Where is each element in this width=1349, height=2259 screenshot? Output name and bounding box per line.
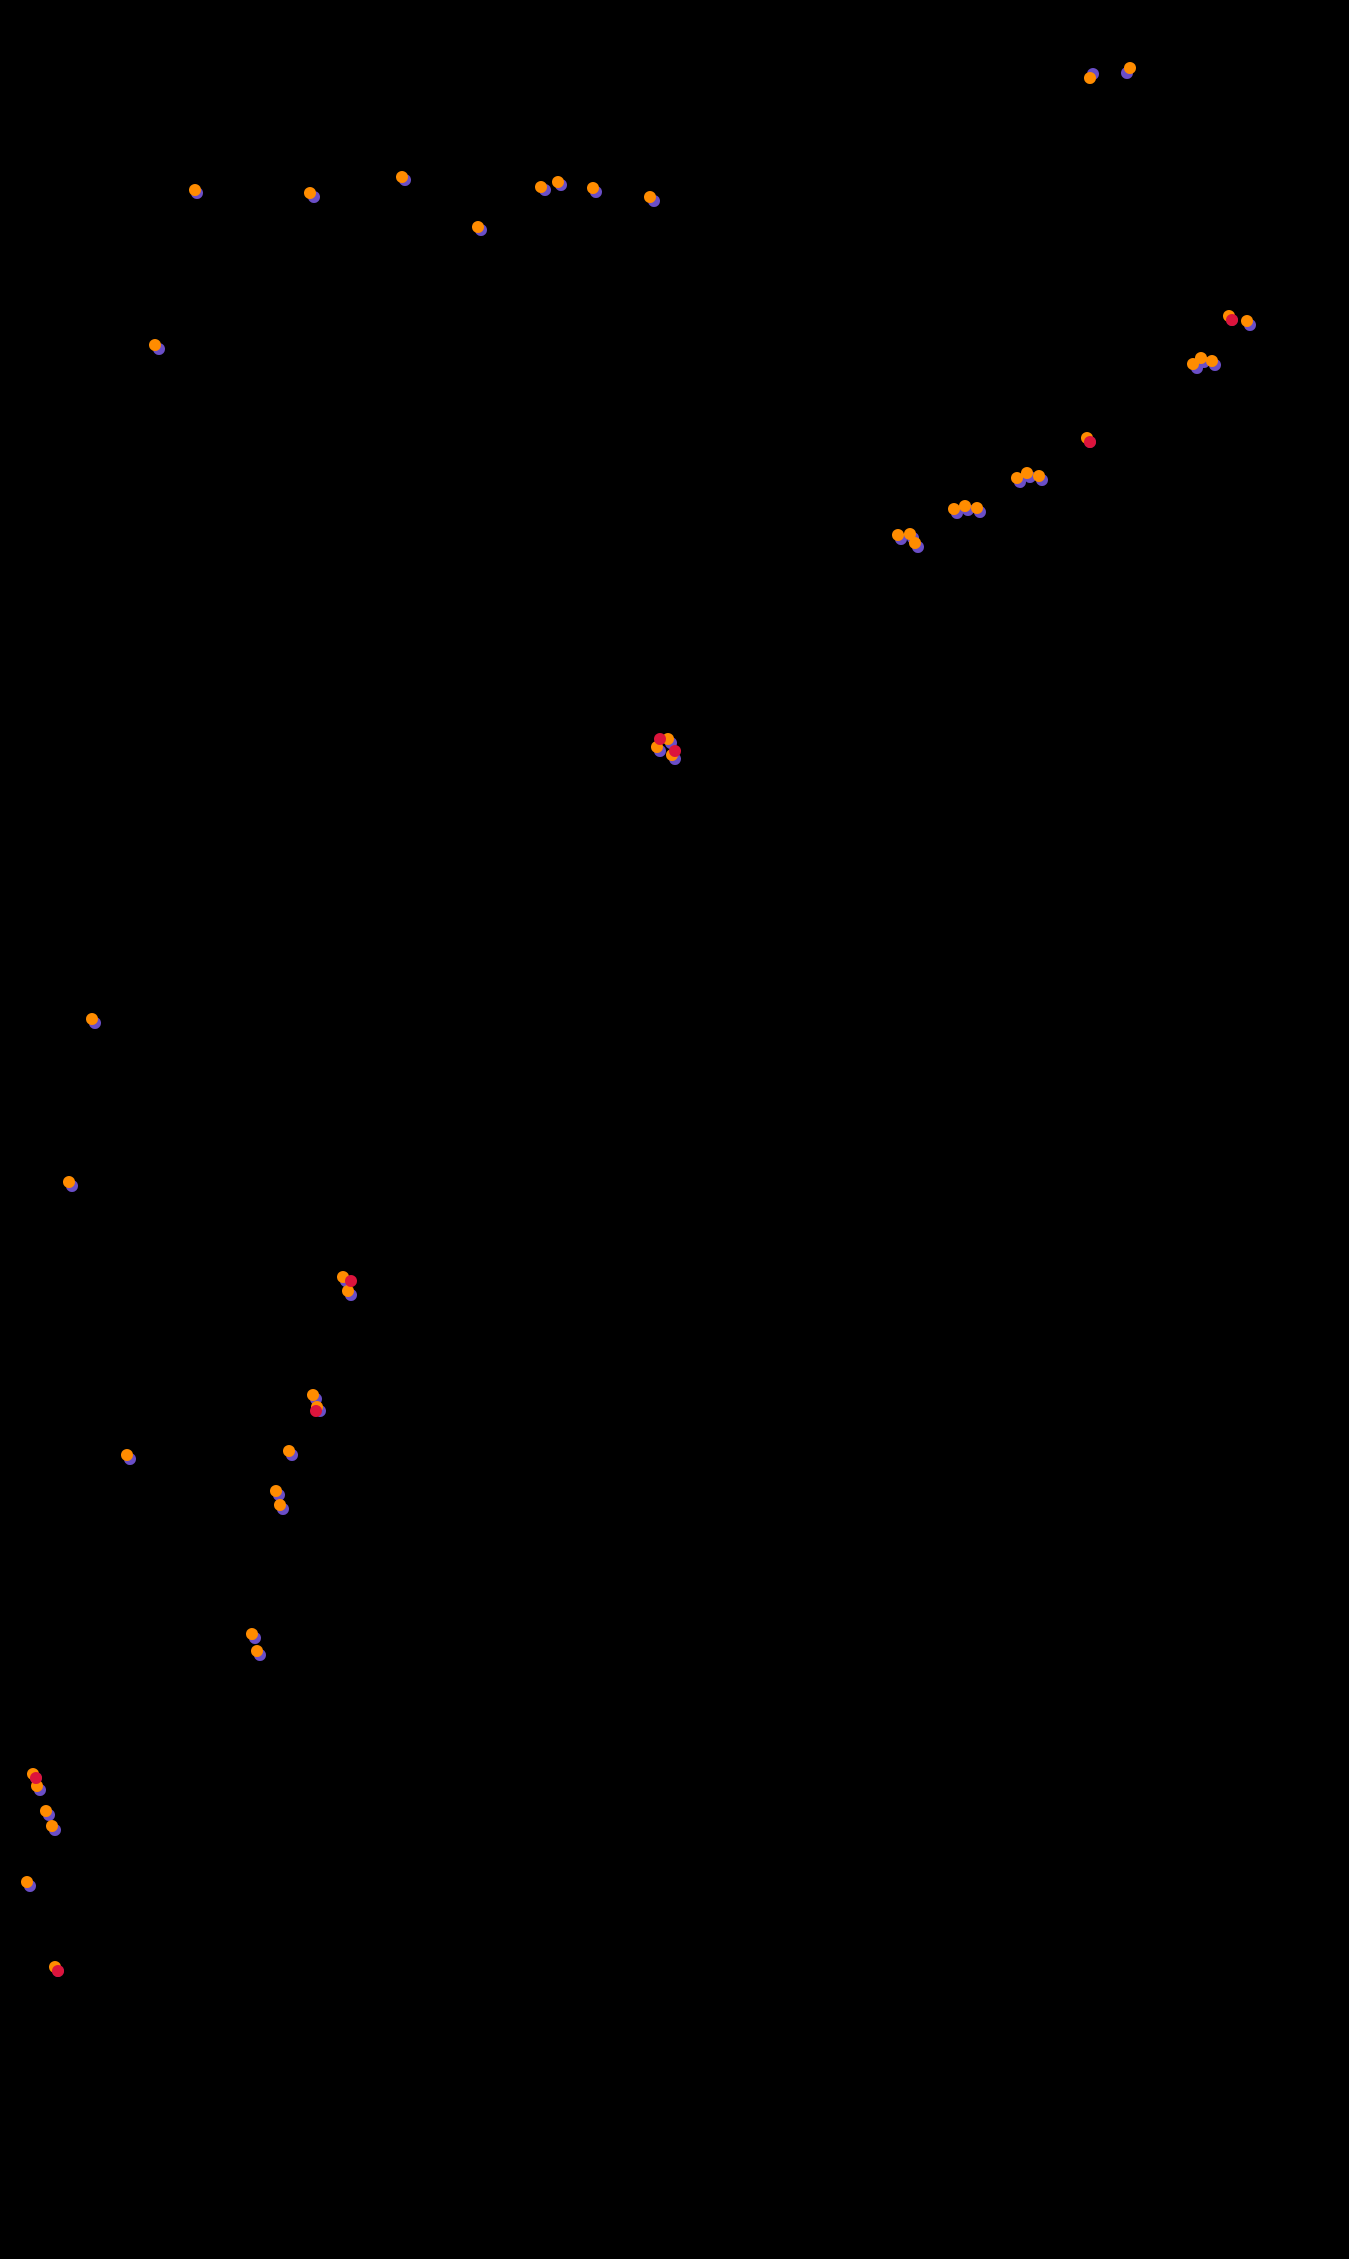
data-point bbox=[1084, 436, 1096, 448]
data-point bbox=[644, 191, 656, 203]
data-point bbox=[21, 1876, 33, 1888]
data-point bbox=[1195, 352, 1207, 364]
data-point bbox=[1084, 72, 1096, 84]
data-point bbox=[472, 221, 484, 233]
data-point bbox=[587, 182, 599, 194]
data-point bbox=[552, 176, 564, 188]
data-point bbox=[251, 1645, 263, 1657]
data-point bbox=[959, 500, 971, 512]
data-point bbox=[310, 1405, 322, 1417]
scatter-plot bbox=[0, 0, 1349, 2259]
background bbox=[0, 0, 1349, 2259]
data-point bbox=[971, 502, 983, 514]
data-point bbox=[1226, 314, 1238, 326]
data-point bbox=[270, 1485, 282, 1497]
data-point bbox=[1241, 315, 1253, 327]
data-point bbox=[396, 171, 408, 183]
data-point bbox=[30, 1772, 42, 1784]
data-point bbox=[63, 1176, 75, 1188]
data-point bbox=[189, 184, 201, 196]
data-point bbox=[892, 529, 904, 541]
data-point bbox=[283, 1445, 295, 1457]
data-point bbox=[52, 1965, 64, 1977]
data-point bbox=[307, 1389, 319, 1401]
data-point bbox=[304, 187, 316, 199]
data-point bbox=[909, 537, 921, 549]
data-point bbox=[149, 339, 161, 351]
data-point bbox=[948, 503, 960, 515]
data-point bbox=[1033, 470, 1045, 482]
data-point bbox=[121, 1449, 133, 1461]
data-point bbox=[246, 1628, 258, 1640]
data-point bbox=[669, 745, 681, 757]
data-point bbox=[274, 1499, 286, 1511]
data-point bbox=[345, 1275, 357, 1287]
data-point bbox=[86, 1013, 98, 1025]
data-point bbox=[1021, 467, 1033, 479]
data-point bbox=[654, 733, 666, 745]
data-point bbox=[46, 1820, 58, 1832]
data-point bbox=[1124, 62, 1136, 74]
data-point bbox=[1206, 355, 1218, 367]
data-point bbox=[535, 181, 547, 193]
data-point bbox=[40, 1805, 52, 1817]
